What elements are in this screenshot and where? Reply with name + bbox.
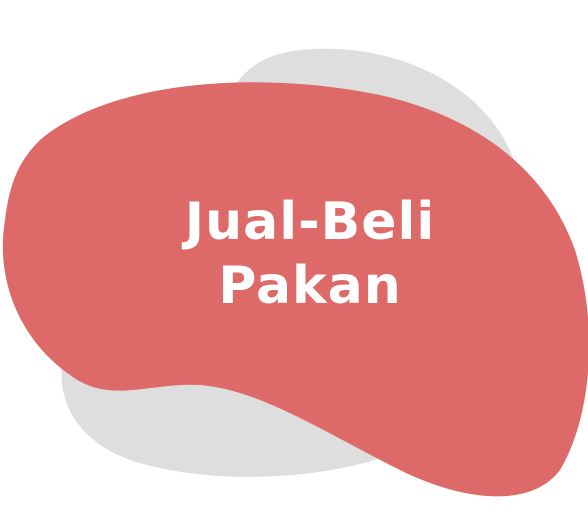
card-title-line-2: Pakan bbox=[218, 256, 402, 316]
card-title-line-1: Jual-Beli bbox=[184, 192, 436, 252]
red-front-blob bbox=[2, 82, 588, 497]
card-title: Jual-Beli Pakan bbox=[160, 190, 460, 318]
